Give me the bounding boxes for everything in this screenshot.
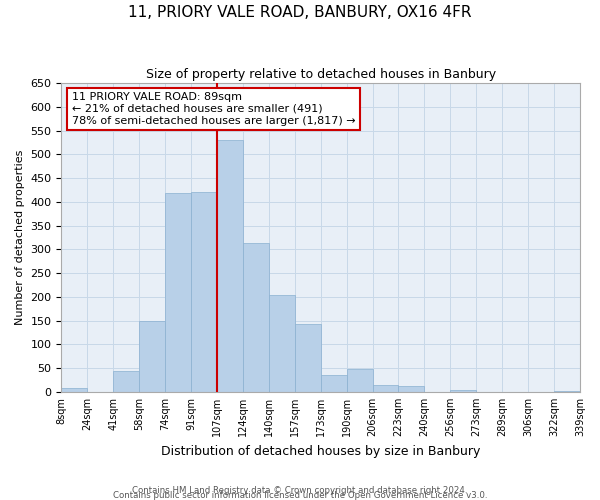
Text: 11, PRIORY VALE ROAD, BANBURY, OX16 4FR: 11, PRIORY VALE ROAD, BANBURY, OX16 4FR	[128, 5, 472, 20]
Title: Size of property relative to detached houses in Banbury: Size of property relative to detached ho…	[146, 68, 496, 80]
Bar	[113, 372, 139, 392]
X-axis label: Distribution of detached houses by size in Banbury: Distribution of detached houses by size …	[161, 444, 481, 458]
Bar	[398, 386, 424, 392]
Bar	[321, 376, 347, 392]
Bar	[191, 192, 217, 392]
Bar	[139, 320, 165, 392]
Y-axis label: Number of detached properties: Number of detached properties	[15, 150, 25, 325]
Bar	[165, 194, 191, 392]
Bar	[554, 390, 580, 392]
Text: Contains HM Land Registry data © Crown copyright and database right 2024.: Contains HM Land Registry data © Crown c…	[132, 486, 468, 495]
Bar	[373, 385, 398, 392]
Bar	[269, 294, 295, 392]
Bar	[61, 388, 88, 392]
Text: Contains public sector information licensed under the Open Government Licence v3: Contains public sector information licen…	[113, 491, 487, 500]
Bar	[347, 369, 373, 392]
Bar	[451, 390, 476, 392]
Bar	[295, 324, 321, 392]
Bar	[217, 140, 243, 392]
Text: 11 PRIORY VALE ROAD: 89sqm
← 21% of detached houses are smaller (491)
78% of sem: 11 PRIORY VALE ROAD: 89sqm ← 21% of deta…	[72, 92, 355, 126]
Bar	[243, 243, 269, 392]
